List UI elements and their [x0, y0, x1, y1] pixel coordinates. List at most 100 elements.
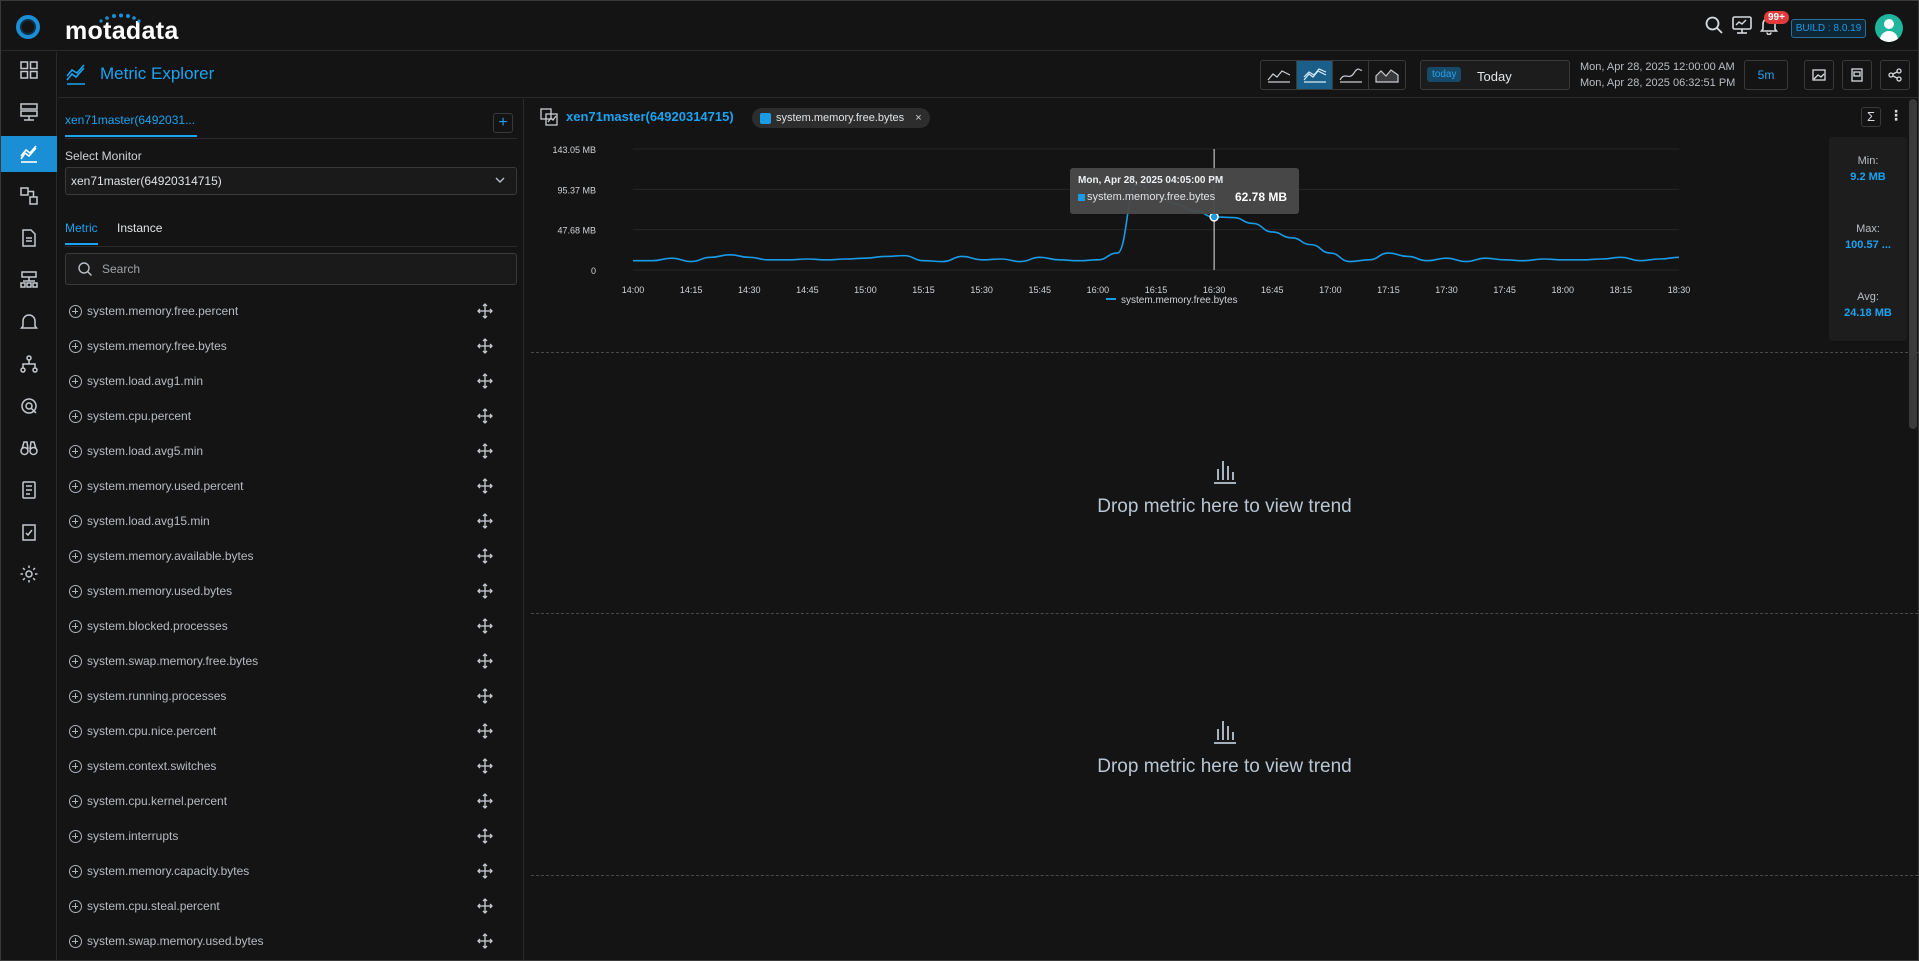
scrollbar[interactable] [1909, 99, 1917, 429]
metric-search[interactable]: Search [65, 253, 517, 285]
dashboard-icon[interactable] [1, 52, 57, 88]
drag-move-icon[interactable] [477, 758, 493, 774]
add-circle-icon[interactable] [69, 445, 82, 458]
discovery-icon[interactable] [1, 388, 57, 424]
drag-move-icon[interactable] [477, 548, 493, 564]
metric-list-item[interactable]: system.memory.free.percent [58, 295, 524, 330]
add-circle-icon[interactable] [69, 550, 82, 563]
audit-icon[interactable] [1, 472, 57, 508]
drag-move-icon[interactable] [477, 898, 493, 914]
drag-move-icon[interactable] [477, 408, 493, 424]
metric-list-item[interactable]: system.memory.used.bytes [58, 575, 524, 610]
add-circle-icon[interactable] [69, 480, 82, 493]
add-circle-icon[interactable] [69, 795, 82, 808]
metric-list-item[interactable]: system.swap.memory.free.bytes [58, 645, 524, 680]
time-range-select[interactable]: today Today [1420, 60, 1570, 90]
drag-move-icon[interactable] [477, 688, 493, 704]
topology-icon[interactable] [1, 178, 57, 214]
monitor-chart-icon [540, 108, 558, 126]
metric-list-item[interactable]: system.cpu.kernel.percent [58, 785, 524, 820]
metric-list-item[interactable]: system.load.avg5.min [58, 435, 524, 470]
drop-zone[interactable]: Drop metric here to view trend [531, 717, 1918, 778]
report-icon[interactable] [1, 220, 57, 256]
export-image-button[interactable] [1804, 60, 1834, 90]
metric-list-item[interactable]: system.cpu.percent [58, 400, 524, 435]
checklist-icon[interactable] [1, 514, 57, 550]
metric-list-item[interactable]: system.memory.capacity.bytes [58, 855, 524, 890]
add-circle-icon[interactable] [69, 585, 82, 598]
metric-list-item[interactable]: system.memory.used.percent [58, 470, 524, 505]
drag-move-icon[interactable] [477, 933, 493, 949]
drag-move-icon[interactable] [477, 443, 493, 459]
metric-list-item[interactable]: system.load.avg1.min [58, 365, 524, 400]
alert-icon[interactable] [1, 304, 57, 340]
drag-move-icon[interactable] [477, 303, 493, 319]
app-logo-icon[interactable] [16, 15, 40, 39]
add-circle-icon[interactable] [69, 305, 82, 318]
metric-list-item[interactable]: system.memory.available.bytes [58, 540, 524, 575]
add-circle-icon[interactable] [69, 935, 82, 948]
metric-list-item[interactable]: system.cpu.steal.percent [58, 890, 524, 925]
metric-chip[interactable]: system.memory.free.bytes × [752, 108, 930, 128]
add-circle-icon[interactable] [69, 620, 82, 633]
close-icon[interactable]: × [915, 112, 922, 124]
drag-move-icon[interactable] [477, 828, 493, 844]
add-circle-icon[interactable] [69, 725, 82, 738]
drag-move-icon[interactable] [477, 338, 493, 354]
metric-list-item[interactable]: system.running.processes [58, 680, 524, 715]
area-chart-type-button[interactable] [1369, 61, 1405, 89]
add-circle-icon[interactable] [69, 340, 82, 353]
search-icon[interactable] [1703, 15, 1725, 37]
add-circle-icon[interactable] [69, 865, 82, 878]
settings-icon[interactable] [1, 556, 57, 592]
metric-explorer-icon[interactable] [1, 136, 57, 172]
spline-chart-type-button[interactable] [1333, 61, 1369, 89]
add-monitor-tab-button[interactable]: + [493, 113, 513, 133]
drag-move-icon[interactable] [477, 373, 493, 389]
drag-move-icon[interactable] [477, 583, 493, 599]
metric-list-item[interactable]: system.load.avg15.min [58, 505, 524, 540]
network-icon[interactable] [1, 262, 57, 298]
add-circle-icon[interactable] [69, 760, 82, 773]
user-avatar[interactable] [1875, 14, 1903, 42]
metric-list-item[interactable]: system.blocked.processes [58, 610, 524, 645]
screen-monitor-icon[interactable] [1731, 15, 1753, 37]
drag-move-icon[interactable] [477, 723, 493, 739]
binoculars-icon[interactable] [1, 430, 57, 466]
line-chart-type-button[interactable] [1261, 61, 1297, 89]
add-circle-icon[interactable] [69, 655, 82, 668]
more-options-icon[interactable]: ⋮ [1889, 107, 1903, 123]
aggregation-button[interactable]: Σ [1861, 107, 1881, 127]
drag-move-icon[interactable] [477, 793, 493, 809]
interval-select[interactable]: 5m [1744, 60, 1788, 90]
hierarchy-icon[interactable] [1, 346, 57, 382]
monitor-select[interactable]: xen71master(64920314715) [65, 167, 517, 195]
share-button[interactable] [1880, 60, 1910, 90]
metric-list-item[interactable]: system.memory.free.bytes [58, 330, 524, 365]
metric-line-chart[interactable]: 0 47.68 MB 95.37 MB 143.05 MB 14:00 14:15 14:3… [531, 129, 1821, 349]
drag-move-icon[interactable] [477, 513, 493, 529]
metric-list-item[interactable]: system.cpu.nice.percent [58, 715, 524, 750]
tab-metric[interactable]: Metric [65, 221, 98, 245]
metric-list-item[interactable]: system.swap.memory.used.bytes [58, 925, 524, 960]
drag-move-icon[interactable] [477, 478, 493, 494]
add-circle-icon[interactable] [69, 375, 82, 388]
drag-move-icon[interactable] [477, 863, 493, 879]
add-circle-icon[interactable] [69, 900, 82, 913]
drag-move-icon[interactable] [477, 653, 493, 669]
metric-list-item[interactable]: system.interrupts [58, 820, 524, 855]
monitor-icon[interactable] [1, 94, 57, 130]
save-widget-button[interactable] [1842, 60, 1872, 90]
chart-monitor-title[interactable]: xen71master(64920314715) [566, 109, 734, 124]
add-circle-icon[interactable] [69, 515, 82, 528]
multi-line-chart-type-button[interactable] [1297, 61, 1333, 89]
drop-zone[interactable]: Drop metric here to view trend [531, 457, 1918, 518]
monitor-tab[interactable]: xen71master(6492031... [65, 113, 197, 137]
drag-move-icon[interactable] [477, 618, 493, 634]
search-input[interactable]: Search [102, 262, 141, 276]
metric-list-item[interactable]: system.context.switches [58, 750, 524, 785]
add-circle-icon[interactable] [69, 690, 82, 703]
add-circle-icon[interactable] [69, 410, 82, 423]
add-circle-icon[interactable] [69, 830, 82, 843]
tab-instance[interactable]: Instance [117, 221, 163, 235]
